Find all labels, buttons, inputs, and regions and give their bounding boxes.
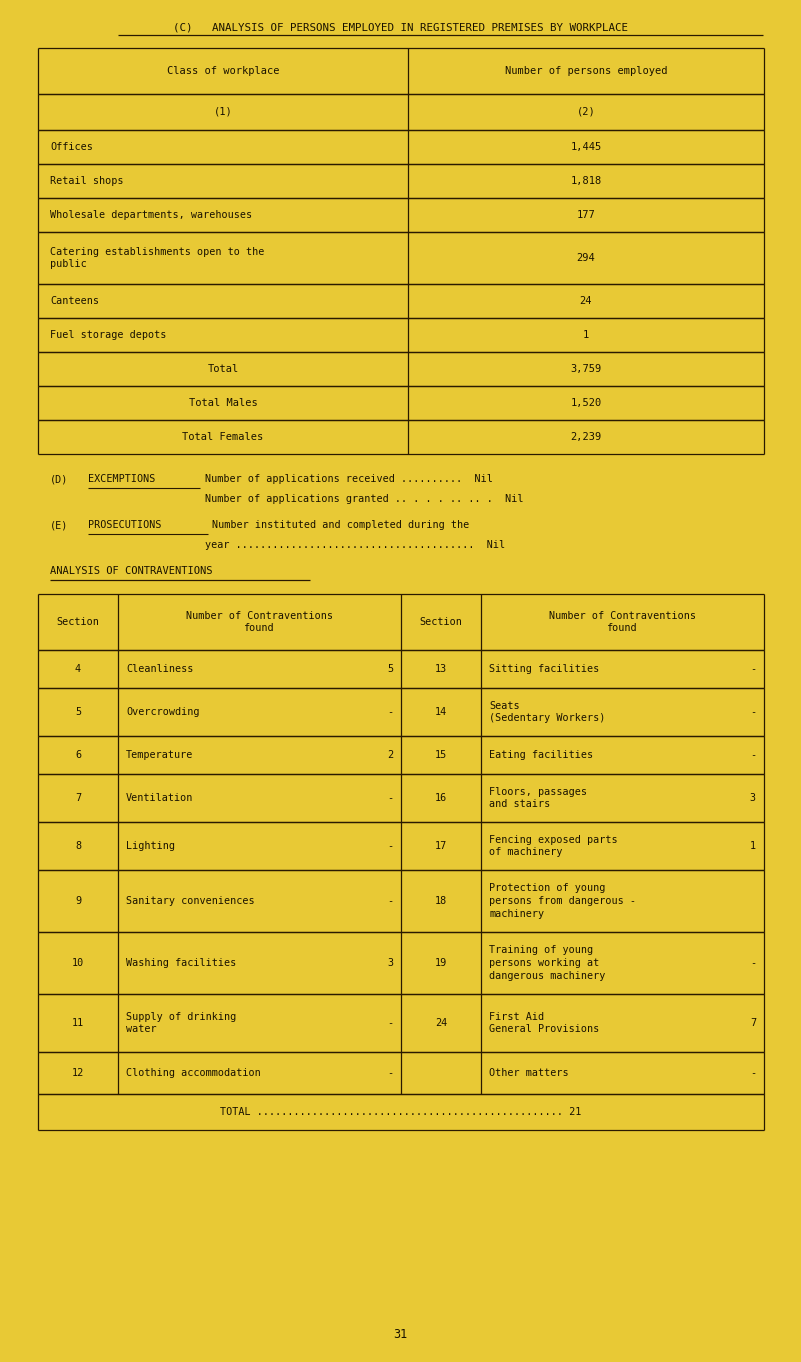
Text: Eating facilities: Eating facilities	[489, 750, 593, 760]
Text: (D): (D)	[50, 474, 68, 484]
Text: PROSECUTIONS: PROSECUTIONS	[88, 520, 162, 530]
Text: 1,445: 1,445	[570, 142, 602, 153]
Text: 14: 14	[435, 707, 447, 716]
Text: Offices: Offices	[50, 142, 93, 153]
Text: 6: 6	[75, 750, 81, 760]
Text: 3: 3	[750, 793, 756, 804]
Text: -: -	[750, 1068, 756, 1077]
Text: (1): (1)	[214, 108, 232, 117]
Text: 19: 19	[435, 957, 447, 968]
Text: Number of applications received ..........  Nil: Number of applications received ........…	[205, 474, 493, 484]
Text: Number of Contraventions
found: Number of Contraventions found	[549, 610, 696, 633]
Text: Floors, passages
and stairs: Floors, passages and stairs	[489, 787, 587, 809]
Text: 11: 11	[72, 1017, 84, 1028]
Text: First Aid
General Provisions: First Aid General Provisions	[489, 1012, 599, 1034]
Text: 13: 13	[435, 665, 447, 674]
Text: 9: 9	[75, 896, 81, 906]
Text: Fuel storage depots: Fuel storage depots	[50, 330, 167, 340]
Text: -: -	[387, 1068, 393, 1077]
Text: 4: 4	[75, 665, 81, 674]
Text: Sanitary conveniences: Sanitary conveniences	[126, 896, 255, 906]
Text: 7: 7	[750, 1017, 756, 1028]
Text: -: -	[750, 665, 756, 674]
Text: 31: 31	[393, 1328, 408, 1340]
Text: -: -	[750, 707, 756, 716]
Text: Total Males: Total Males	[188, 398, 257, 409]
Text: 177: 177	[577, 210, 595, 221]
Text: Overcrowding: Overcrowding	[126, 707, 199, 716]
Text: Protection of young
persons from dangerous -
machinery: Protection of young persons from dangero…	[489, 883, 636, 919]
Text: 1: 1	[750, 840, 756, 851]
Text: 15: 15	[435, 750, 447, 760]
Text: 18: 18	[435, 896, 447, 906]
Text: Section: Section	[420, 617, 462, 627]
Text: 17: 17	[435, 840, 447, 851]
Text: Total Females: Total Females	[183, 432, 264, 443]
Text: 294: 294	[577, 253, 595, 263]
Text: Canteens: Canteens	[50, 296, 99, 306]
Text: 5: 5	[387, 665, 393, 674]
Text: 8: 8	[75, 840, 81, 851]
Text: Number of Contraventions
found: Number of Contraventions found	[186, 610, 333, 633]
Text: Temperature: Temperature	[126, 750, 193, 760]
Text: -: -	[387, 707, 393, 716]
Text: Catering establishments open to the
public: Catering establishments open to the publ…	[50, 247, 264, 270]
Text: 24: 24	[435, 1017, 447, 1028]
Text: 10: 10	[72, 957, 84, 968]
Text: Section: Section	[57, 617, 99, 627]
Text: -: -	[387, 840, 393, 851]
Text: Supply of drinking
water: Supply of drinking water	[126, 1012, 236, 1034]
Text: -: -	[387, 896, 393, 906]
Text: 12: 12	[72, 1068, 84, 1077]
Text: Number instituted and completed during the: Number instituted and completed during t…	[212, 520, 469, 530]
Text: Training of young
persons working at
dangerous machinery: Training of young persons working at dan…	[489, 945, 606, 981]
Text: Seats
(Sedentary Workers): Seats (Sedentary Workers)	[489, 700, 606, 723]
Text: 2,239: 2,239	[570, 432, 602, 443]
Text: -: -	[387, 1017, 393, 1028]
Text: 1,520: 1,520	[570, 398, 602, 409]
Text: 2: 2	[387, 750, 393, 760]
Text: (2): (2)	[577, 108, 595, 117]
Text: Total: Total	[207, 364, 239, 375]
Text: 1: 1	[583, 330, 589, 340]
Text: TOTAL .................................................. 21: TOTAL ..................................…	[219, 1107, 582, 1117]
Text: Retail shops: Retail shops	[50, 176, 123, 187]
Text: ANALYSIS OF CONTRAVENTIONS: ANALYSIS OF CONTRAVENTIONS	[50, 567, 212, 576]
Text: Cleanliness: Cleanliness	[126, 665, 193, 674]
Text: Washing facilities: Washing facilities	[126, 957, 236, 968]
Text: Fencing exposed parts
of machinery: Fencing exposed parts of machinery	[489, 835, 618, 858]
Text: Number of applications granted .. . . . .. .. .  Nil: Number of applications granted .. . . . …	[205, 494, 524, 504]
Text: Ventilation: Ventilation	[126, 793, 193, 804]
Text: year .......................................  Nil: year ...................................…	[205, 539, 505, 550]
Text: -: -	[387, 793, 393, 804]
Text: Clothing accommodation: Clothing accommodation	[126, 1068, 261, 1077]
Text: 24: 24	[580, 296, 592, 306]
Text: 1,818: 1,818	[570, 176, 602, 187]
Text: 3,759: 3,759	[570, 364, 602, 375]
Text: 3: 3	[387, 957, 393, 968]
Text: Number of persons employed: Number of persons employed	[505, 65, 667, 76]
Text: Other matters: Other matters	[489, 1068, 569, 1077]
Text: -: -	[750, 750, 756, 760]
Text: 7: 7	[75, 793, 81, 804]
Text: Sitting facilities: Sitting facilities	[489, 665, 599, 674]
Text: (C)   ANALYSIS OF PERSONS EMPLOYED IN REGISTERED PREMISES BY WORKPLACE: (C) ANALYSIS OF PERSONS EMPLOYED IN REGI…	[173, 22, 628, 31]
Text: Wholesale departments, warehouses: Wholesale departments, warehouses	[50, 210, 252, 221]
Text: Class of workplace: Class of workplace	[167, 65, 280, 76]
Text: Lighting: Lighting	[126, 840, 175, 851]
Text: 16: 16	[435, 793, 447, 804]
Text: -: -	[750, 957, 756, 968]
Text: 5: 5	[75, 707, 81, 716]
Text: EXCEMPTIONS: EXCEMPTIONS	[88, 474, 155, 484]
Text: (E): (E)	[50, 520, 68, 530]
